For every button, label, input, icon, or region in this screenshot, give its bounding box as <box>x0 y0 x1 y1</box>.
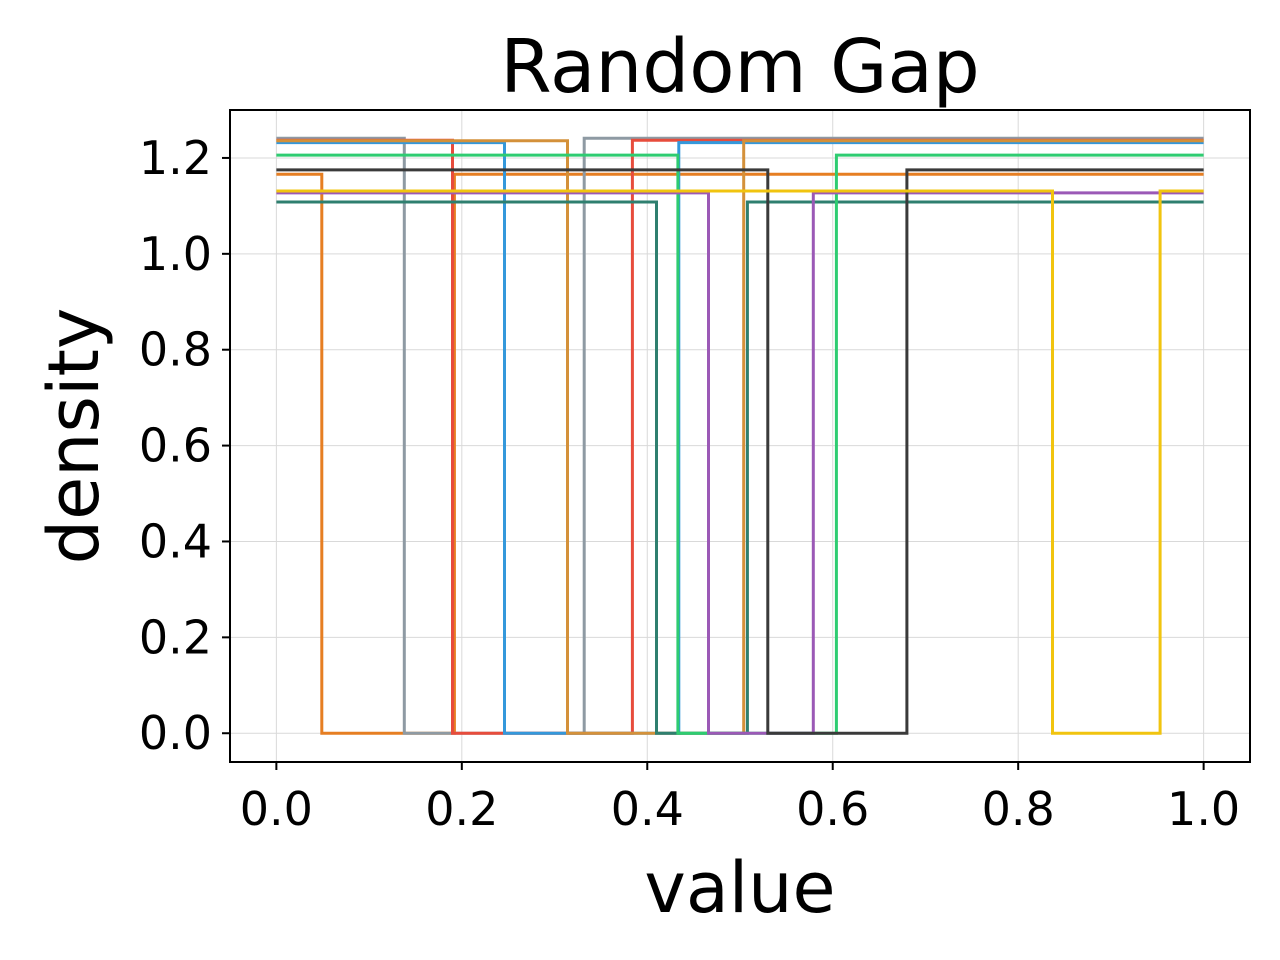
series-line-8 <box>276 191 1204 735</box>
series-line-7 <box>276 153 1204 735</box>
y-tick-label: 1.0 <box>139 227 212 281</box>
y-tick-label: 0.4 <box>139 514 212 568</box>
y-tick-label: 0.0 <box>139 706 212 760</box>
grid <box>230 110 1250 762</box>
y-tick-label: 0.8 <box>139 323 212 377</box>
series-line-9 <box>276 168 1204 735</box>
x-tick-label: 0.8 <box>982 782 1055 836</box>
ticks: 0.0 0.2 0.4 0.6 0.8 1.0 0.0 0.2 0.4 0.6 0.8 1.0 1.2 <box>139 131 1240 836</box>
x-axis-label: value <box>644 847 835 929</box>
series-line-6 <box>276 200 1204 735</box>
series-line-3 <box>276 138 1204 735</box>
series-lines <box>276 136 1204 735</box>
series-line-10 <box>276 189 1204 735</box>
series-line-5 <box>276 139 1204 735</box>
x-tick-label: 0.0 <box>240 782 313 836</box>
y-tick-label: 0.6 <box>139 419 212 473</box>
x-tick-label: 0.4 <box>611 782 684 836</box>
x-tick-label: 1.0 <box>1167 782 1240 836</box>
y-tick-label: 0.2 <box>139 610 212 664</box>
x-tick-label: 0.6 <box>796 782 869 836</box>
series-line-2 <box>276 136 1204 735</box>
series-line-4 <box>276 141 1204 735</box>
x-tick-label: 0.2 <box>425 782 498 836</box>
series-line-1 <box>276 172 1204 735</box>
chart-title: Random Gap <box>500 24 980 110</box>
y-axis-label: density <box>33 308 115 565</box>
y-tick-label: 1.2 <box>139 131 212 185</box>
plot-frame <box>229 109 1251 763</box>
